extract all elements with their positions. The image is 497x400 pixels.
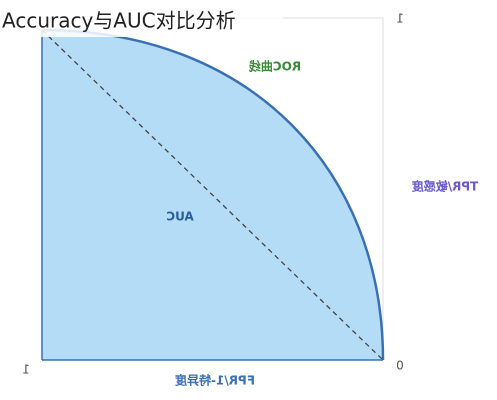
diagonal <box>41 29 384 361</box>
title: Accuracy与AUC对比分析 <box>2 9 236 33</box>
x-axis-label: FPR/1-特异度 <box>174 373 255 388</box>
roc-curve <box>41 28 385 361</box>
curve-label: ROC曲线 <box>249 59 301 74</box>
area-label: AUC <box>166 210 194 224</box>
title-backdrop <box>0 5 283 37</box>
y-axis-label: TPR/敏感度 <box>411 179 479 194</box>
tick-label: 0 <box>396 359 404 373</box>
tick-label: 1 <box>22 363 30 377</box>
tick-label: 1 <box>396 12 404 26</box>
